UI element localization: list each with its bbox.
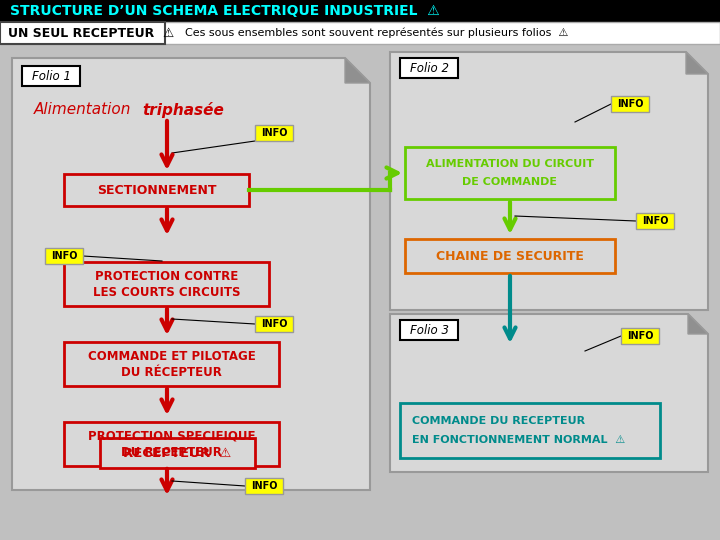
Text: PROTECTION SPECIFIQUE: PROTECTION SPECIFIQUE	[88, 429, 256, 442]
Bar	[400, 58, 458, 78]
Bar	[22, 66, 80, 86]
Bar	[0, 22, 720, 44]
Bar	[64, 422, 279, 466]
Text: Folio 3: Folio 3	[410, 323, 449, 336]
Text: SECTIONNEMENT: SECTIONNEMENT	[96, 184, 216, 197]
Polygon shape	[688, 314, 708, 334]
Bar	[611, 96, 649, 112]
Text: LES COURTS CIRCUITS: LES COURTS CIRCUITS	[93, 286, 240, 299]
Text: EN FONCTIONNEMENT NORMAL  ⚠: EN FONCTIONNEMENT NORMAL ⚠	[412, 435, 625, 444]
Text: Folio 1: Folio 1	[32, 70, 71, 83]
Bar	[405, 147, 615, 199]
Text: UN SEUL RECEPTEUR  ⚠: UN SEUL RECEPTEUR ⚠	[8, 26, 174, 39]
Text: STRUCTURE D’UN SCHEMA ELECTRIQUE INDUSTRIEL  ⚠: STRUCTURE D’UN SCHEMA ELECTRIQUE INDUSTR…	[10, 4, 440, 18]
Text: DU RÉCEPTEUR: DU RÉCEPTEUR	[121, 366, 222, 379]
Bar	[636, 213, 674, 229]
Text: Alimentation: Alimentation	[34, 103, 136, 118]
Text: DU RECEPTEUR: DU RECEPTEUR	[121, 446, 222, 458]
Bar	[400, 403, 660, 458]
Text: Ces sous ensembles sont souvent représentés sur plusieurs folios  ⚠: Ces sous ensembles sont souvent représen…	[185, 28, 568, 38]
Text: RECEPTEUR  ⚠: RECEPTEUR ⚠	[123, 447, 232, 460]
Text: INFO: INFO	[50, 251, 77, 261]
Bar	[64, 174, 249, 206]
Bar	[0, 0, 720, 22]
Text: COMMANDE ET PILOTAGE: COMMANDE ET PILOTAGE	[88, 349, 256, 362]
Bar	[64, 342, 279, 386]
Text: INFO: INFO	[617, 99, 643, 109]
Text: INFO: INFO	[251, 481, 277, 491]
Bar	[400, 320, 458, 340]
Polygon shape	[390, 314, 708, 472]
Text: INFO: INFO	[642, 216, 668, 226]
Bar	[45, 248, 83, 264]
Text: triphasée: triphasée	[142, 102, 224, 118]
Polygon shape	[12, 58, 370, 490]
Text: COMMANDE DU RECEPTEUR: COMMANDE DU RECEPTEUR	[412, 416, 585, 427]
Bar	[255, 125, 293, 141]
Text: INFO: INFO	[261, 319, 287, 329]
Text: DE COMMANDE: DE COMMANDE	[462, 177, 557, 187]
Text: ALIMENTATION DU CIRCUIT: ALIMENTATION DU CIRCUIT	[426, 159, 594, 169]
Bar	[64, 262, 269, 306]
Text: Folio 2: Folio 2	[410, 62, 449, 75]
Polygon shape	[390, 52, 708, 310]
Bar	[621, 328, 659, 344]
Bar	[245, 478, 283, 494]
Text: INFO: INFO	[626, 331, 653, 341]
Text: CHAINE DE SECURITE: CHAINE DE SECURITE	[436, 249, 584, 262]
Bar	[405, 239, 615, 273]
Text: INFO: INFO	[261, 128, 287, 138]
Text: PROTECTION CONTRE: PROTECTION CONTRE	[95, 269, 238, 282]
Bar	[100, 438, 255, 468]
Polygon shape	[686, 52, 708, 74]
Bar	[0, 22, 165, 44]
Bar	[255, 316, 293, 332]
Polygon shape	[345, 58, 370, 83]
